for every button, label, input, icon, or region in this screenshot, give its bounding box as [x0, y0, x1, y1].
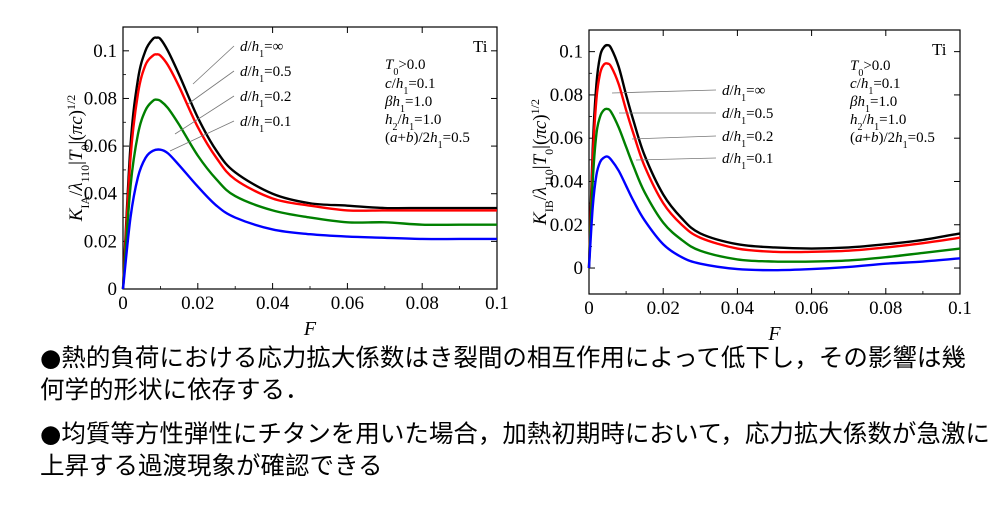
- y-tick-label: 0.08: [84, 88, 117, 109]
- series-label-4: d/h1=0.1: [722, 151, 773, 172]
- x-tick-label: 0.08: [406, 293, 439, 314]
- x-tick-label: 0.06: [331, 293, 364, 314]
- parameter-label: h2/h1=1.0: [850, 112, 906, 133]
- y-tick-label: 0.04: [84, 184, 118, 205]
- x-axis-label: F: [303, 318, 317, 340]
- y-tick-label: 0: [108, 279, 118, 300]
- series-line-4: [587, 155, 961, 272]
- series-line-3: [121, 98, 497, 290]
- series-label-2: d/h1=0.5: [722, 106, 773, 127]
- parameter-label: (a+b)/2h1=0.5: [385, 130, 470, 151]
- x-tick-label: 0.06: [795, 298, 828, 319]
- plot-frame: [122, 26, 498, 290]
- series-leader-line: [611, 89, 717, 94]
- y-tick-label: 0.02: [84, 231, 117, 252]
- x-tick-label: 0.04: [256, 293, 290, 314]
- series-label-1: d/h1=∞: [722, 83, 765, 104]
- parameter-label: c/h1=0.1: [850, 76, 901, 97]
- x-tick-label: 0: [584, 298, 594, 319]
- conclusions: ●熱的負荷における応力拡大係数はき裂間の相互作用によって低下し，その影響は幾何学…: [40, 342, 990, 482]
- series-line-4: [121, 148, 497, 290]
- chart-kia: 0 0.02 0.04 0.06 0.08 0.1 0 0.02 0.04 0.06 0.08 0.1…: [64, 26, 509, 340]
- y-tick-label: 0.08: [550, 85, 583, 106]
- series-label-3: d/h1=0.2: [722, 129, 773, 150]
- parameter-label: βh1=1.0: [384, 94, 432, 115]
- series-label-4: d/h1=0.1: [240, 114, 291, 135]
- series-line-3: [587, 107, 961, 269]
- series-leader-line: [169, 120, 235, 152]
- series-line-1: [587, 43, 961, 269]
- series-leader-line: [192, 45, 235, 85]
- x-tick-label: 0.08: [869, 298, 902, 319]
- chart-kib: 0 0.02 0.04 0.06 0.08 0.1 0 0.02 0.04 0.06 0.08 0.1…: [528, 29, 972, 340]
- series-leader-line: [631, 135, 717, 140]
- y-tick-label: 0.1: [559, 42, 583, 63]
- series-leader-line: [174, 95, 235, 135]
- y-tick-label: 0.04: [550, 171, 584, 192]
- bullet-1: ●熱的負荷における応力拡大係数はき裂間の相互作用によって低下し，その影響は幾何学…: [40, 343, 966, 404]
- series-line-1: [121, 36, 497, 290]
- x-axis-label: F: [767, 323, 781, 340]
- y-axis-label: KIB/λ110|T0|(πc)1/2: [528, 99, 556, 226]
- series-label-1: d/h1=∞: [240, 39, 283, 60]
- series-line-2: [587, 62, 961, 269]
- parameter-label: c/h1=0.1: [385, 76, 436, 97]
- material-label: Ti: [473, 37, 488, 56]
- parameter-label: h2/h1=1.0: [385, 112, 441, 133]
- y-tick-label: 0.06: [84, 136, 117, 157]
- series-leader-line: [635, 157, 717, 161]
- y-tick-label: 0: [574, 258, 584, 279]
- series-line-2: [121, 53, 497, 290]
- y-tick-label: 0.1: [93, 41, 117, 62]
- y-tick-label: 0.02: [550, 215, 583, 236]
- x-tick-label: 0.02: [181, 293, 214, 314]
- parameter-label: βh1=1.0: [849, 94, 897, 115]
- parameter-label: (a+b)/2h1=0.5: [850, 130, 935, 151]
- series-leader-line: [187, 70, 235, 105]
- series-label-3: d/h1=0.2: [240, 89, 291, 110]
- material-label: Ti: [932, 40, 947, 59]
- series-label-2: d/h1=0.5: [240, 64, 291, 85]
- charts-canvas: 0 0.02 0.04 0.06 0.08 0.1 0 0.02 0.04 0.06 0.08 0.1…: [64, 26, 972, 340]
- x-tick-label: 0.1: [485, 293, 509, 314]
- parameter-label: T0>0.0: [385, 57, 426, 78]
- bullet-2: ●均質等方性弾性にチタンを用いた場合，加熱初期時において，応力拡大係数が急激に上…: [40, 419, 990, 480]
- x-tick-label: 0: [118, 293, 128, 314]
- y-axis-label: KIA/λ110|T0|(πc)1/2: [64, 95, 92, 223]
- x-tick-label: 0.04: [721, 298, 755, 319]
- x-tick-label: 0.02: [647, 298, 680, 319]
- parameter-label: T0>0.0: [850, 58, 891, 79]
- y-tick-label: 0.06: [550, 128, 583, 149]
- x-tick-label: 0.1: [948, 298, 972, 319]
